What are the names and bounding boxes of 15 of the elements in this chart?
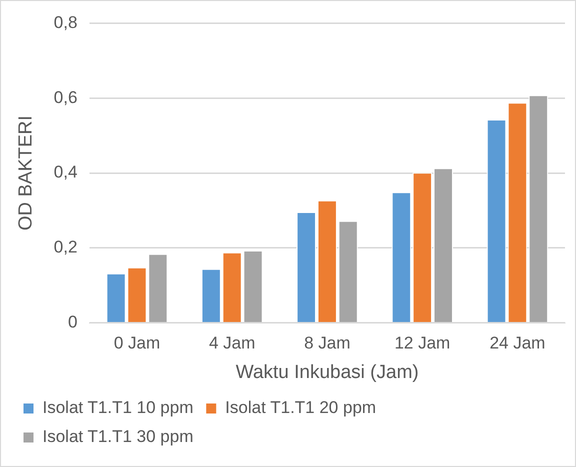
y-tick-label: 0 <box>68 312 78 332</box>
x-tick-label: 4 Jam <box>208 334 256 353</box>
legend-label: Isolat T1.T1 20 ppm <box>225 398 376 418</box>
x-tick-label: 24 Jam <box>490 334 546 353</box>
legend-label: Isolat T1.T1 10 ppm <box>42 398 194 418</box>
y-axis-title: OD BAKTERI <box>16 115 37 231</box>
y-tick-label: 0,2 <box>54 238 78 257</box>
x-tick-label: 8 Jam <box>304 334 350 353</box>
x-tick-label: 12 Jam <box>394 334 450 353</box>
legend-label: Isolat T1.T1 30 ppm <box>42 427 194 446</box>
x-tick-label: 0 Jam <box>114 334 160 353</box>
y-tick-label: 0,8 <box>54 12 78 32</box>
x-axis-title: Waktu Inkubasi (Jam) <box>236 362 419 383</box>
y-tick-label: 0,4 <box>54 162 78 182</box>
y-tick-label: 0,6 <box>54 88 78 107</box>
